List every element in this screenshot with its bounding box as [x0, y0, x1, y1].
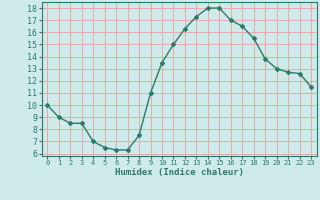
X-axis label: Humidex (Indice chaleur): Humidex (Indice chaleur) [115, 168, 244, 177]
